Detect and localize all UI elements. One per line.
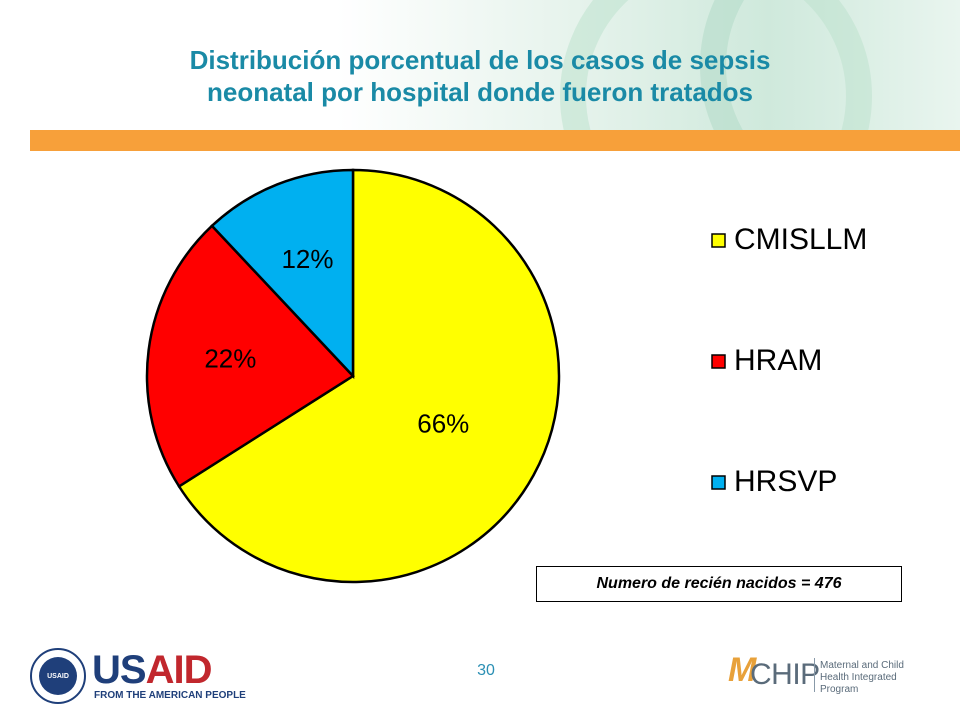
mchip-logo: M CHIP Maternal and Child Health Integra… xyxy=(728,646,928,702)
pie-label-hram: 22% xyxy=(204,343,256,373)
mchip-wordmark: CHIP xyxy=(750,658,820,691)
pie-label-hrsvp: 12% xyxy=(281,244,333,274)
legend-label-hrsvp: HRSVP xyxy=(734,465,837,498)
pie-label-cmisllm: 66% xyxy=(417,408,469,438)
legend-label-hram: HRAM xyxy=(734,344,822,377)
sample-size-note: Numero de recién nacidos = 476 xyxy=(536,566,902,602)
legend-swatch-hrsvp xyxy=(711,475,726,490)
pie-slice-hrsvp xyxy=(210,168,355,380)
orange-divider-bar xyxy=(0,130,960,151)
usaid-seal-icon: USAID xyxy=(30,648,86,704)
slide-title: Distribución porcentual de los casos de … xyxy=(60,44,900,108)
legend-swatch-cmisllm xyxy=(711,233,726,248)
mchip-tagline: Maternal and Child Health Integrated Pro… xyxy=(820,660,904,695)
usaid-wordmark: USAID xyxy=(92,648,212,692)
legend-swatch-hram xyxy=(711,354,726,369)
mchip-figure-icon: M xyxy=(728,651,757,689)
title-line-1: Distribución porcentual de los casos de … xyxy=(189,45,771,75)
usaid-tagline: FROM THE AMERICAN PEOPLE xyxy=(94,690,246,701)
pie-slice-cmisllm xyxy=(177,168,561,584)
title-line-2: neonatal por hospital donde fueron trata… xyxy=(206,77,754,107)
header-band xyxy=(0,0,960,130)
page-number: 30 xyxy=(477,662,495,679)
legend-label-cmisllm: CMISLLM xyxy=(734,223,867,256)
usaid-logo: USAID USAID FROM THE AMERICAN PEOPLE xyxy=(30,648,246,706)
pie-slice-hram xyxy=(145,224,355,489)
